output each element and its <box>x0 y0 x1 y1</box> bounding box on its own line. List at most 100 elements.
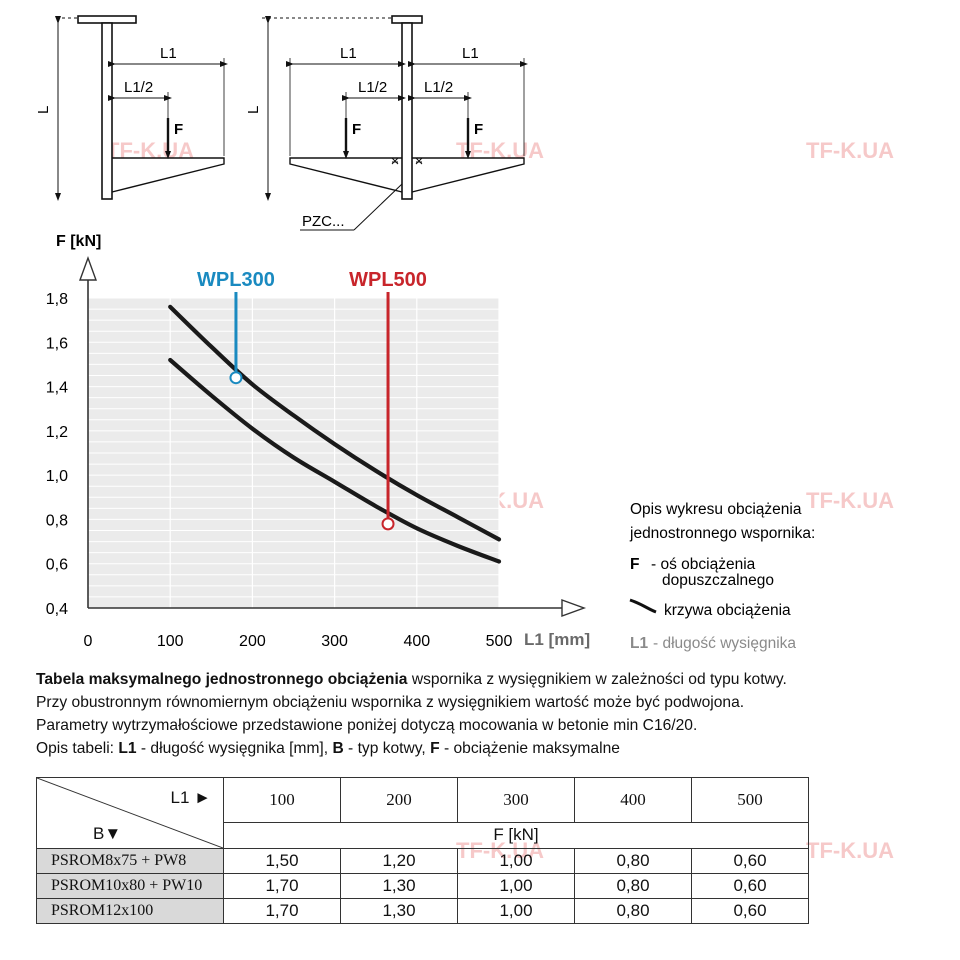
table-anchor-cell: PSROM10x80 + PW10 <box>36 873 224 899</box>
y-tick-label: 1,0 <box>46 468 68 485</box>
description-line-1: Tabela maksymalnego jednostronnego obcią… <box>36 668 936 691</box>
table-value-cell: 0,60 <box>691 848 809 874</box>
description-line-2: Przy obustronnym równomiernym obciążeniu… <box>36 694 745 711</box>
description-l1-key: L1 <box>118 740 137 757</box>
table-row: PSROM10x80 + PW10 1,70 1,30 1,00 0,80 0,… <box>36 873 809 899</box>
bracket-diagram-single <box>55 15 228 201</box>
watermark-text: TF-K.UA <box>806 838 894 863</box>
diagram1-label-L1-half: L1/2 <box>124 79 153 96</box>
table-unit-cell: F [kN] <box>223 821 809 850</box>
diagram1-label-F: F <box>174 121 183 138</box>
diagram2-label-pzc: PZC... <box>302 213 345 230</box>
y-tick-label: 0,4 <box>46 601 68 618</box>
table-value-cell: 0,60 <box>691 898 809 924</box>
y-tick-label: 0,6 <box>46 557 68 574</box>
legend-f-desc-line2: dopuszczalnego <box>662 572 774 589</box>
legend-f-key: F <box>630 556 639 573</box>
table-row: PSROM12x100 1,70 1,30 1,00 0,80 0,60 <box>36 898 809 924</box>
grid-horizontal <box>88 297 499 609</box>
x-tick-label: 300 <box>321 633 348 650</box>
marker-label-wpl500: WPL500 <box>349 269 427 291</box>
table-value-cell: 0,80 <box>574 898 692 924</box>
x-axis-label: L1 [mm] <box>524 630 590 649</box>
axes <box>79 255 587 617</box>
load-chart: 0,4 0,6 0,8 1,0 1,2 1,4 1,6 1,8 0 100 200 300 400 50… <box>46 233 590 650</box>
load-table-wrapper: L1 ► B▼ 100 200 300 400 500 F [kN] PSROM… <box>36 777 809 924</box>
legend-curve-desc: krzywa obciążenia <box>664 602 791 619</box>
table-col-header: 100 <box>223 777 341 823</box>
table-row: PSROM8x75 + PW8 1,50 1,20 1,00 0,80 0,60 <box>36 848 809 874</box>
table-col-header: 500 <box>691 777 809 823</box>
series-markers: WPL300 WPL500 <box>197 269 427 531</box>
table-value-cell: 1,20 <box>340 848 458 874</box>
table-corner-cell: L1 ► B▼ <box>36 777 224 849</box>
x-tick-label: 500 <box>486 633 513 650</box>
diagram2-label-F-right: F <box>474 121 483 138</box>
table-header-row: L1 ► B▼ 100 200 300 400 500 <box>36 777 809 849</box>
table-value-cell: 1,00 <box>457 873 575 899</box>
marker-point-wpl300 <box>229 371 243 385</box>
x-tick-label: 0 <box>84 633 93 650</box>
table-value-cell: 1,50 <box>223 848 341 874</box>
table-value-cell: 1,70 <box>223 873 341 899</box>
watermark-text: TF-K.UA <box>806 138 894 163</box>
table-value-cell: 1,00 <box>457 848 575 874</box>
y-tick-labels: 0,4 0,6 0,8 1,0 1,2 1,4 1,6 1,8 <box>46 291 68 618</box>
marker-label-wpl300: WPL300 <box>197 269 275 291</box>
description-b-key: B <box>332 740 344 757</box>
y-tick-label: 1,6 <box>46 335 68 352</box>
x-tick-labels: 0 100 200 300 400 500 <box>84 633 513 650</box>
watermark-text: TF-K.UA <box>456 138 544 163</box>
y-tick-label: 1,8 <box>46 291 68 308</box>
table-col-header: 200 <box>340 777 458 823</box>
table-value-cell: 1,30 <box>340 873 458 899</box>
series-curves <box>168 304 502 564</box>
diagram2-label-L: L <box>245 106 262 114</box>
table-description: Tabela maksymalnego jednostronnego obcią… <box>36 668 936 760</box>
description-line-1-rest: wspornika z wysięgnikiem w zależności od… <box>411 671 787 688</box>
description-title: Tabela maksymalnego jednostronnego obcią… <box>36 671 408 688</box>
table-anchor-cell: PSROM12x100 <box>36 898 224 924</box>
chart-legend: Opis wykresu obciążenia jednostronnego w… <box>629 501 815 652</box>
diagram1-label-L: L <box>35 106 52 114</box>
load-curve-1 <box>168 304 502 542</box>
table-col-header: 300 <box>457 777 575 823</box>
table-value-cell: 0,80 <box>574 873 692 899</box>
load-curve-2 <box>168 357 502 564</box>
y-axis-label: F [kN] <box>56 233 101 250</box>
legend-l1-desc: - długość wysięgnika <box>653 635 796 652</box>
marker-point-wpl500 <box>381 517 395 531</box>
diagram2-label-L1-half-right: L1/2 <box>424 79 453 96</box>
table-value-cell: 1,00 <box>457 898 575 924</box>
y-tick-label: 1,4 <box>46 380 68 397</box>
table-value-cell: 1,30 <box>340 898 458 924</box>
corner-b-label: B▼ <box>93 824 122 843</box>
description-legend-prefix: Opis tabeli: <box>36 740 115 757</box>
legend-f-desc-line1: - oś obciążenia <box>651 556 756 573</box>
diagram1-label-L1: L1 <box>160 45 177 62</box>
description-f-text: - obciążenie maksymalne <box>443 740 620 757</box>
table-col-header: 400 <box>574 777 692 823</box>
legend-curve-swatch <box>629 598 657 614</box>
table-anchor-cell: PSROM8x75 + PW8 <box>36 848 224 874</box>
diagram2-label-L1-left: L1 <box>340 45 357 62</box>
diagram2-label-L1-right: L1 <box>462 45 479 62</box>
load-table: L1 ► B▼ 100 200 300 400 500 F [kN] PSROM… <box>36 777 809 924</box>
x-tick-label: 200 <box>239 633 266 650</box>
diagram2-label-F-left: F <box>352 121 361 138</box>
corner-l1-label: L1 ► <box>170 788 211 807</box>
y-axis-arrow <box>79 255 97 281</box>
description-f-key: F <box>430 740 440 757</box>
table-value-cell: 0,80 <box>574 848 692 874</box>
watermark-text: TF-K.UA <box>806 488 894 513</box>
x-tick-label: 100 <box>157 633 184 650</box>
table-value-cell: 1,70 <box>223 898 341 924</box>
legend-title-line1: Opis wykresu obciążenia <box>630 501 802 518</box>
description-b-text: - typ kotwy, <box>348 740 426 757</box>
description-line-3: Parametry wytrzymałościowe przedstawione… <box>36 717 698 734</box>
watermark-text: TF-K.UA <box>106 138 194 163</box>
y-tick-label: 0,8 <box>46 512 68 529</box>
diagram2-label-L1-half-left: L1/2 <box>358 79 387 96</box>
y-tick-label: 1,2 <box>46 424 68 441</box>
corner-diagonal <box>37 778 223 848</box>
